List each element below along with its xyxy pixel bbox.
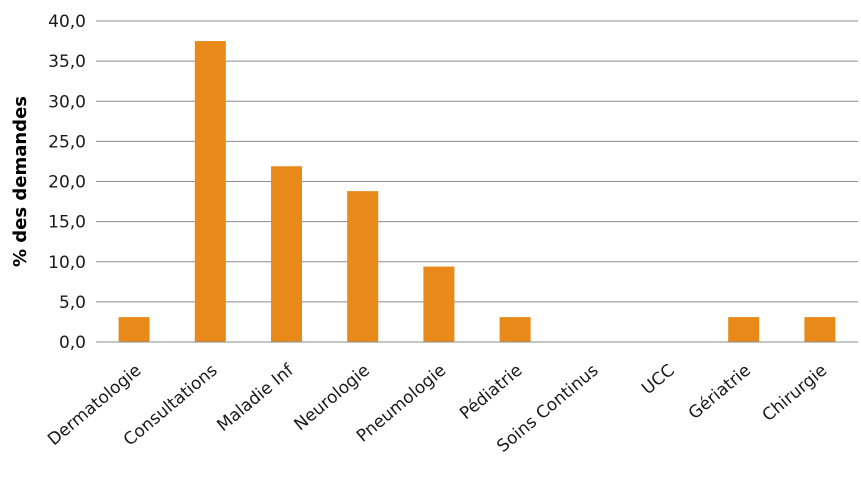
bar bbox=[271, 166, 302, 342]
y-tick-label: 15,0 bbox=[48, 213, 86, 233]
y-tick-label: 20,0 bbox=[48, 173, 86, 193]
x-category-label: UCC bbox=[638, 361, 679, 400]
y-tick-label: 5,0 bbox=[59, 293, 86, 313]
bar bbox=[194, 41, 226, 342]
x-category-label: Maladie Inf bbox=[213, 360, 298, 436]
y-tick-label: 25,0 bbox=[48, 132, 86, 152]
x-category-label: Chirurgie bbox=[759, 361, 831, 426]
y-axis-title: % des demandes bbox=[10, 96, 31, 267]
y-axis-tick-labels: 0,0 5,0 10,0 15,0 20,0 25,0 30,0 35,0 40,0 bbox=[48, 12, 86, 353]
x-category-label: Pédiatrie bbox=[456, 361, 526, 424]
y-tick-label: 0,0 bbox=[59, 333, 86, 353]
x-category-label: Gériatrie bbox=[685, 361, 755, 424]
y-tick-label: 35,0 bbox=[48, 52, 86, 72]
bar bbox=[804, 317, 836, 342]
bar bbox=[728, 317, 760, 342]
y-tick-label: 10,0 bbox=[48, 253, 86, 273]
y-tick-label: 40,0 bbox=[48, 12, 86, 32]
bars bbox=[118, 41, 836, 342]
y-tick-label: 30,0 bbox=[48, 92, 86, 112]
bar bbox=[347, 191, 379, 342]
bar bbox=[499, 317, 531, 342]
bar bbox=[118, 317, 150, 342]
bar bbox=[423, 266, 455, 342]
